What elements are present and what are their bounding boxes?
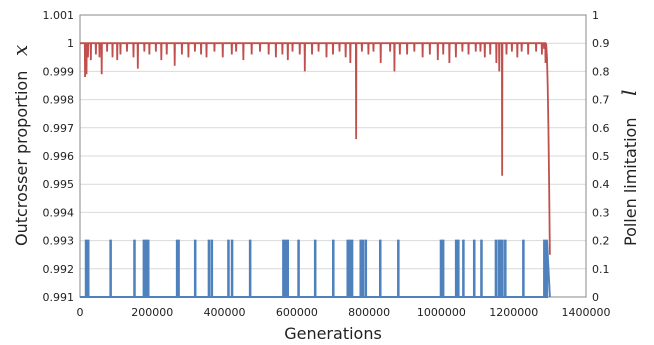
left-tick-label: 0.992 (43, 263, 75, 276)
right-tick-label: 0.5 (592, 150, 610, 163)
left-axis-tick-labels: 0.991 0.992 0.993 0.994 0.995 0.996 0.997 0.998… (43, 9, 75, 304)
right-tick-label: 0.8 (592, 65, 610, 78)
series-outcrosser-proportion (80, 42, 551, 255)
left-tick-label: 0.998 (43, 94, 75, 107)
left-axis-title-group: Outcrosser proportion x (8, 45, 32, 246)
left-tick-label: 0.991 (43, 291, 75, 304)
left-tick-label: 0.995 (43, 178, 75, 191)
right-tick-label: 0.9 (592, 37, 610, 50)
right-axis-title: Pollen limitation (621, 118, 640, 246)
left-tick-label: 0.999 (43, 65, 75, 78)
x-axis-title: Generations (284, 324, 382, 343)
x-tick-label: 1400000 (562, 306, 611, 319)
left-tick-label: 1.001 (43, 9, 75, 22)
x-tick-label: 800000 (348, 306, 390, 319)
x-tick-label: 200000 (131, 306, 173, 319)
right-axis-symbol: l (617, 90, 641, 96)
right-axis-tick-labels: 0 0.1 0.2 0.3 0.4 0.5 0.6 0.7 0.8 0.9 1 (592, 9, 610, 304)
right-tick-label: 0.1 (592, 263, 610, 276)
right-tick-label: 0.2 (592, 235, 610, 248)
left-tick-label: 1 (67, 37, 74, 50)
left-axis-symbol: x (8, 45, 32, 56)
x-tick-label: 1000000 (417, 306, 466, 319)
x-tick-label: 400000 (204, 306, 246, 319)
right-tick-label: 0 (592, 291, 599, 304)
x-tick-label: 600000 (276, 306, 318, 319)
left-tick-label: 0.994 (43, 206, 75, 219)
left-tick-label: 0.993 (43, 235, 75, 248)
series-pollen-limitation (80, 239, 551, 298)
right-tick-label: 0.6 (592, 122, 610, 135)
right-tick-label: 0.3 (592, 206, 610, 219)
left-tick-label: 0.997 (43, 122, 75, 135)
right-tick-label: 1 (592, 9, 599, 22)
left-axis-title: Outcrosser proportion (12, 71, 31, 246)
right-tick-label: 0.4 (592, 178, 610, 191)
right-axis-title-group: Pollen limitation l (617, 90, 641, 246)
x-tick-label: 0 (77, 306, 84, 319)
x-tick-label: 1200000 (489, 306, 538, 319)
right-tick-label: 0.7 (592, 94, 610, 107)
x-axis-tick-labels: 0 200000 400000 600000 800000 1000000 1200000 1… (77, 306, 611, 319)
left-tick-label: 0.996 (43, 150, 75, 163)
